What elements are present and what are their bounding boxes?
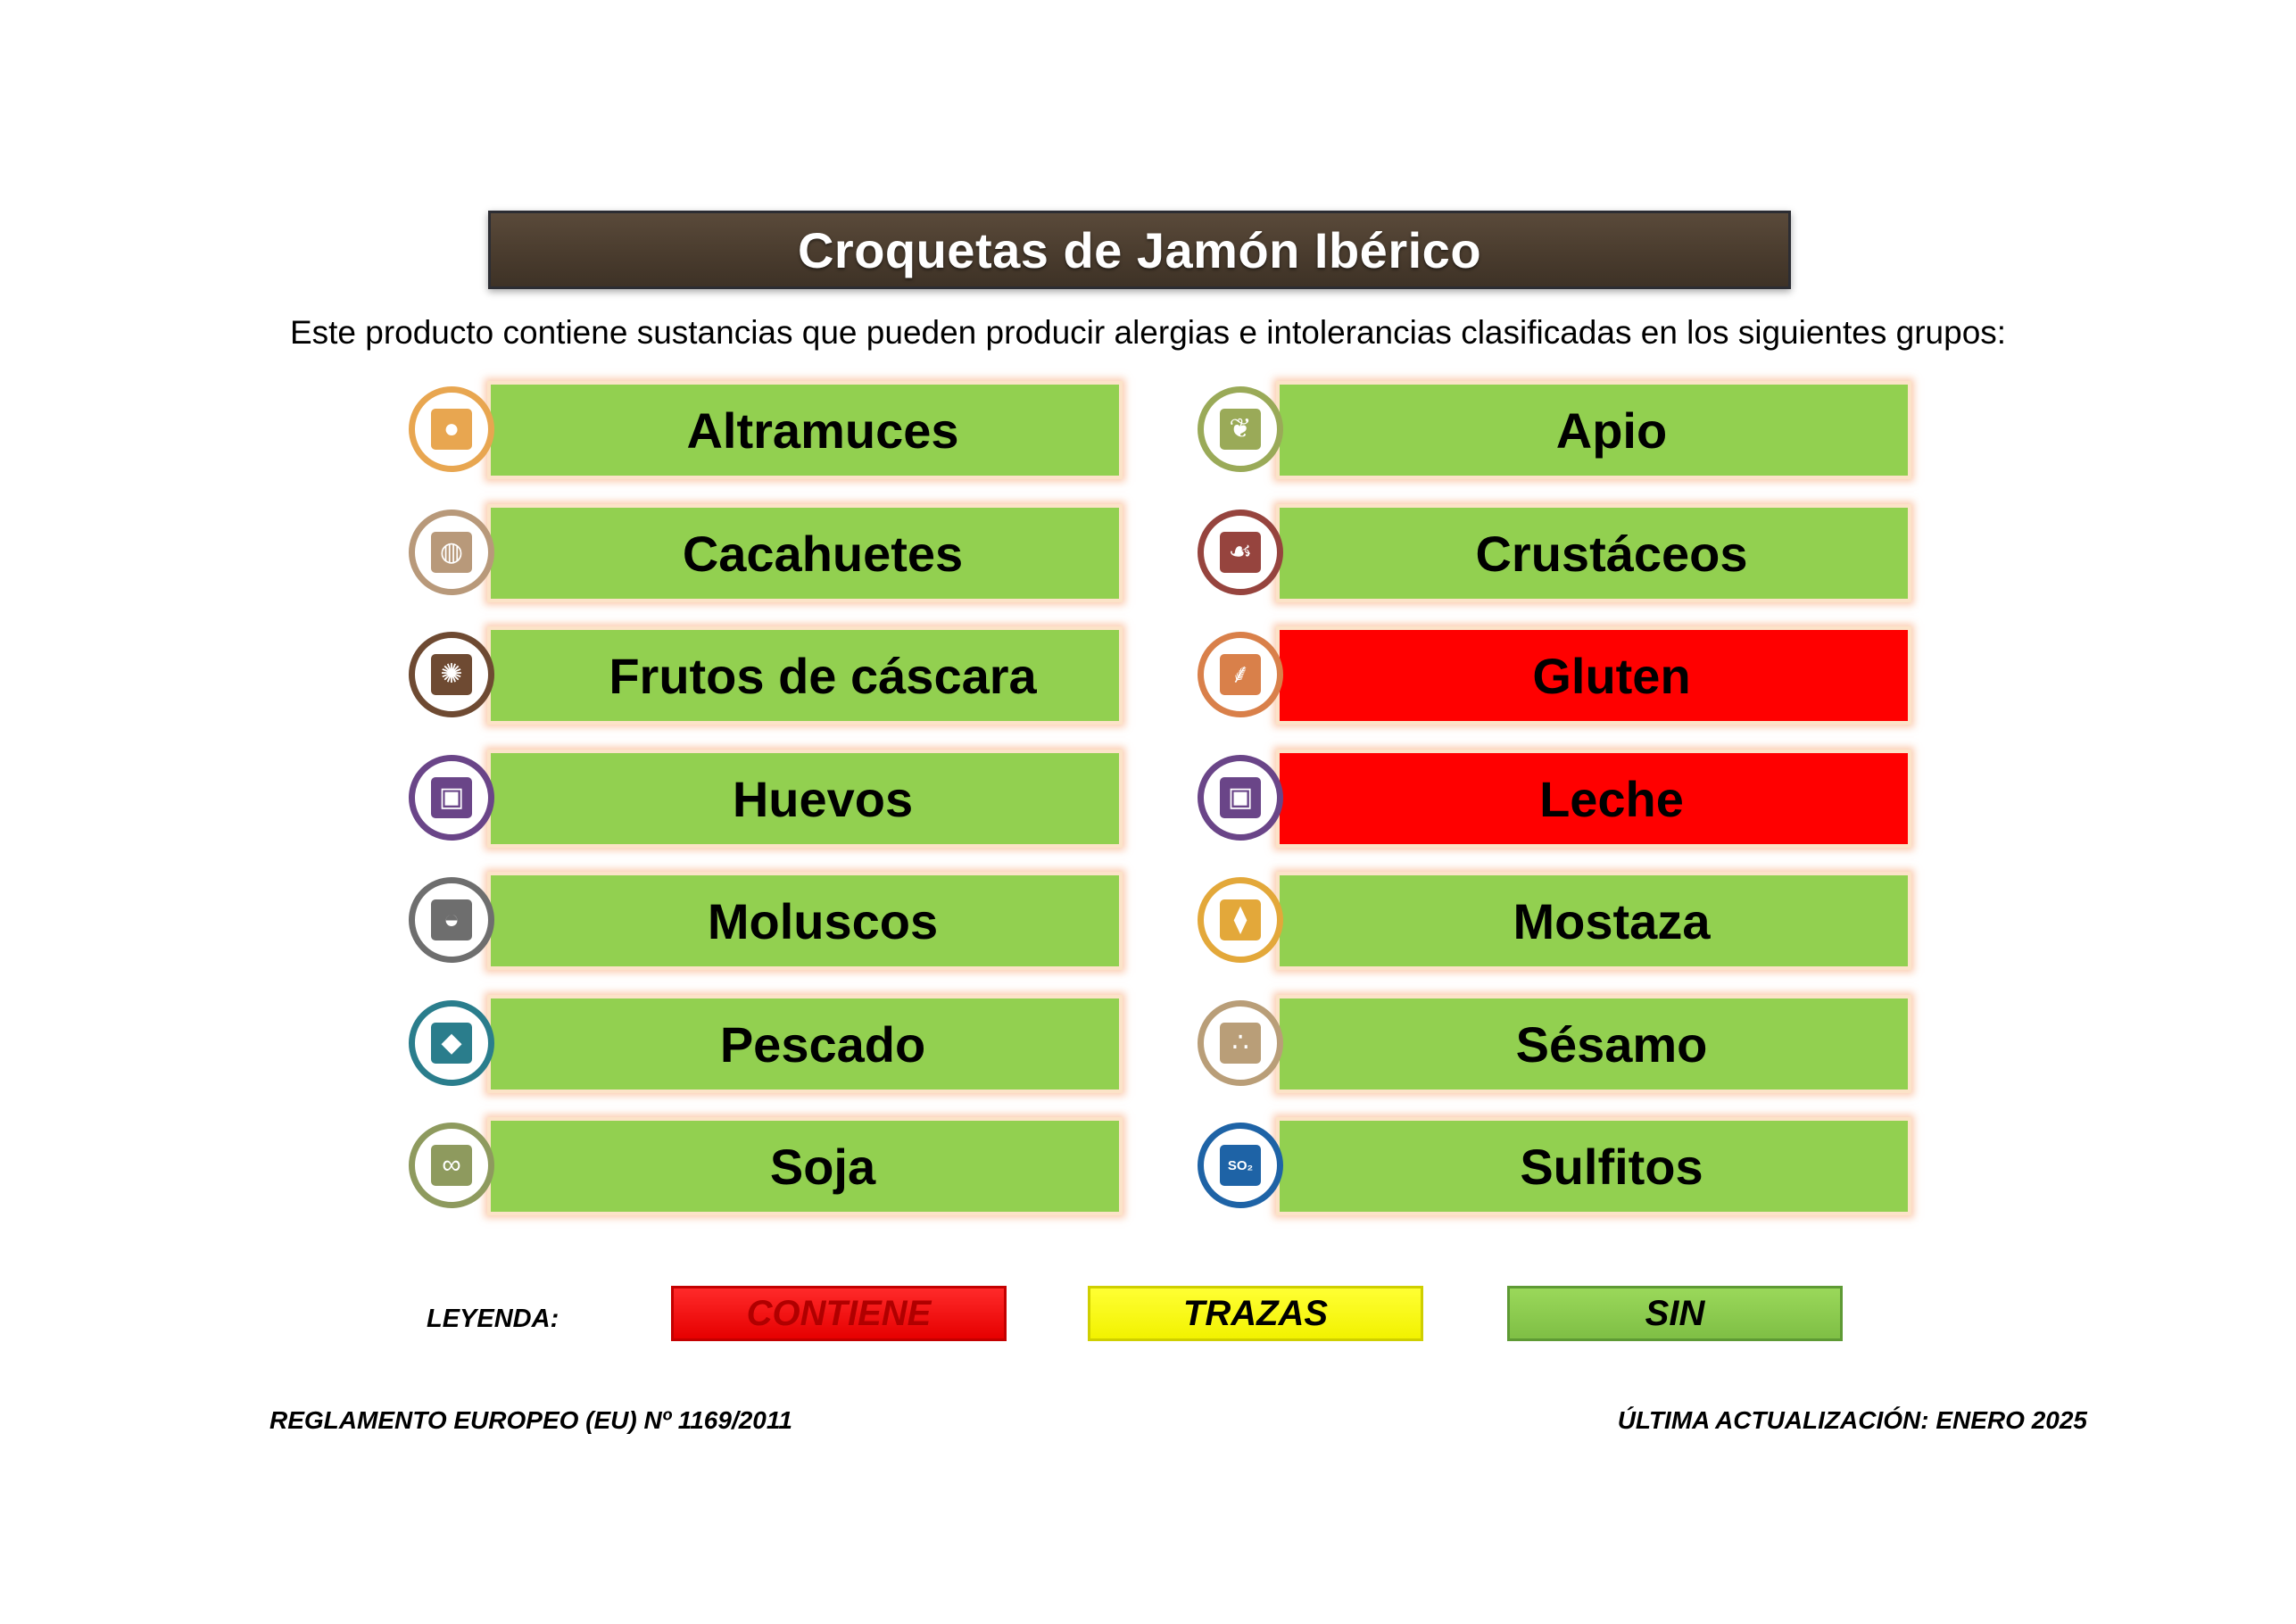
sesame-icon: ∴ (1198, 1000, 1283, 1086)
legend-trazas: TRAZAS (1088, 1286, 1423, 1341)
peanut-icon: ◍ (409, 510, 494, 595)
allergen-name: Crustáceos (1475, 525, 1748, 582)
allergen-row: Frutos de cáscara ✺ (409, 626, 1133, 725)
allergen-name: Pescado (719, 1015, 926, 1073)
lupin-icon: ● (409, 386, 494, 472)
title-bar: Croquetas de Jamón Ibérico (488, 211, 1791, 289)
allergen-name: Mostaza (1513, 892, 1711, 949)
celery-icon: ❦ (1198, 386, 1283, 472)
allergen-row: Sésamo ∴ (1198, 995, 1922, 1093)
allergen-row: Altramuces ● (409, 381, 1133, 479)
subtitle: Este producto contiene sustancias que pu… (289, 314, 2007, 351)
crustacean-icon: ☙ (1198, 510, 1283, 595)
allergen-row: Moluscos ◒ (409, 872, 1133, 970)
allergen-status-bar: Leche (1276, 750, 1911, 848)
sulphite-icon: SO₂ (1198, 1123, 1283, 1208)
legend-label: LEYENDA: (427, 1305, 559, 1333)
wheat-icon: ⸙ (1198, 632, 1283, 717)
allergen-status-bar: Altramuces (487, 381, 1123, 479)
allergen-row: Gluten ⸙ (1198, 626, 1922, 725)
soy-icon: ∞ (409, 1123, 494, 1208)
allergen-status-bar: Pescado (487, 995, 1123, 1093)
regulation-note: REGLAMENTO EUROPEO (EU) Nº 1169/2011 (269, 1406, 792, 1434)
allergen-status-bar: Moluscos (487, 872, 1123, 970)
last-updated-note: ÚLTIMA ACTUALIZACIÓN: ENERO 2025 (1617, 1406, 2087, 1434)
allergen-row: Apio ❦ (1198, 381, 1922, 479)
allergen-row: Cacahuetes ◍ (409, 504, 1133, 602)
allergen-row: Mostaza ⧫ (1198, 872, 1922, 970)
legend-contiene: CONTIENE (671, 1286, 1007, 1341)
allergen-row: Huevos ▣ (409, 750, 1133, 848)
legend-sin: SIN (1507, 1286, 1843, 1341)
allergen-status-bar: Cacahuetes (487, 504, 1123, 602)
allergen-row: Leche ▣ (1198, 750, 1922, 848)
mustard-icon: ⧫ (1198, 877, 1283, 963)
egg-icon: ▣ (409, 755, 494, 841)
fish-icon: ◆ (409, 1000, 494, 1086)
allergen-name: Gluten (1532, 647, 1691, 704)
allergen-status-bar: Crustáceos (1276, 504, 1911, 602)
allergen-name: Apio (1555, 402, 1668, 459)
allergen-name: Huevos (732, 770, 914, 827)
allergen-status-bar: Frutos de cáscara (487, 626, 1123, 725)
allergen-name: Soja (769, 1138, 876, 1195)
allergen-row: Pescado ◆ (409, 995, 1133, 1093)
allergen-row: Crustáceos ☙ (1198, 504, 1922, 602)
allergen-row: Sulfitos SO₂ (1198, 1117, 1922, 1215)
allergen-status-bar: Apio (1276, 381, 1911, 479)
allergen-name: Sésamo (1515, 1015, 1708, 1073)
allergen-name: Leche (1539, 770, 1684, 827)
nut-icon: ✺ (409, 632, 494, 717)
allergen-status-bar: Sulfitos (1276, 1117, 1911, 1215)
allergen-name: Moluscos (707, 892, 939, 949)
allergen-status-bar: Huevos (487, 750, 1123, 848)
page-title: Croquetas de Jamón Ibérico (797, 221, 1482, 278)
allergen-status-bar: Gluten (1276, 626, 1911, 725)
allergen-status-bar: Sésamo (1276, 995, 1911, 1093)
allergen-name: Altramuces (686, 402, 959, 459)
allergen-name: Sulfitos (1520, 1138, 1703, 1195)
allergen-status-bar: Mostaza (1276, 872, 1911, 970)
allergen-name: Cacahuetes (682, 525, 964, 582)
allergen-name: Frutos de cáscara (609, 647, 1037, 704)
allergen-row: Soja ∞ (409, 1117, 1133, 1215)
milk-icon: ▣ (1198, 755, 1283, 841)
mollusc-icon: ◒ (409, 877, 494, 963)
allergen-status-bar: Soja (487, 1117, 1123, 1215)
